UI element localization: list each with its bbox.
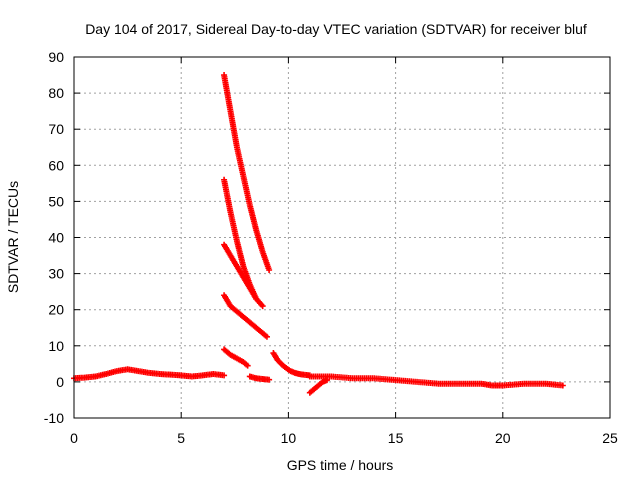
x-tick-label: 5 (177, 430, 185, 446)
y-tick-label: 80 (48, 85, 64, 101)
data-point (559, 382, 566, 389)
x-axis-label: GPS time / hours (287, 457, 394, 473)
y-axis-label: SDTVAR / TECUs (5, 181, 21, 293)
y-tick-label: 40 (48, 230, 64, 246)
y-tick-labels: -10 0 10 20 30 40 50 60 70 80 90 (44, 49, 64, 426)
series-arc-upper-1 (221, 72, 273, 273)
y-tick-label: 60 (48, 157, 64, 173)
tick-marks (73, 56, 611, 419)
y-tick-label: 90 (48, 49, 64, 65)
series-arc-upper-3 (221, 241, 266, 310)
y-tick-label: 30 (48, 266, 64, 282)
series-arc-upper-2 (221, 176, 260, 302)
data-point (263, 333, 270, 340)
y-tick-label: 0 (56, 374, 64, 390)
data-point (266, 266, 273, 273)
series-arc-low (221, 346, 251, 369)
series-baseline-late (306, 373, 566, 389)
x-tick-label: 15 (388, 430, 404, 446)
y-tick-label: 70 (48, 121, 64, 137)
series-segment-low-8h (246, 373, 273, 383)
y-tick-label: 10 (48, 338, 64, 354)
series-baseline-early (71, 366, 228, 382)
x-tick-labels: 0 5 10 15 20 25 (70, 430, 618, 446)
data-point (244, 362, 251, 369)
data-point (266, 376, 273, 383)
series-dip-11h (306, 377, 330, 396)
x-tick-label: 25 (602, 430, 618, 446)
series-decay-9h (270, 350, 313, 379)
series-arc-mid (221, 292, 270, 340)
data-points (71, 72, 566, 396)
y-tick-label: 50 (48, 193, 64, 209)
x-tick-label: 10 (281, 430, 297, 446)
data-point (259, 303, 266, 310)
chart-title: Day 104 of 2017, Sidereal Day-to-day VTE… (85, 21, 587, 37)
y-tick-label: -10 (44, 410, 64, 426)
grid-layer (74, 57, 610, 418)
x-tick-label: 20 (495, 430, 511, 446)
data-point (221, 372, 228, 379)
y-tick-label: 20 (48, 302, 64, 318)
x-tick-label: 0 (70, 430, 78, 446)
